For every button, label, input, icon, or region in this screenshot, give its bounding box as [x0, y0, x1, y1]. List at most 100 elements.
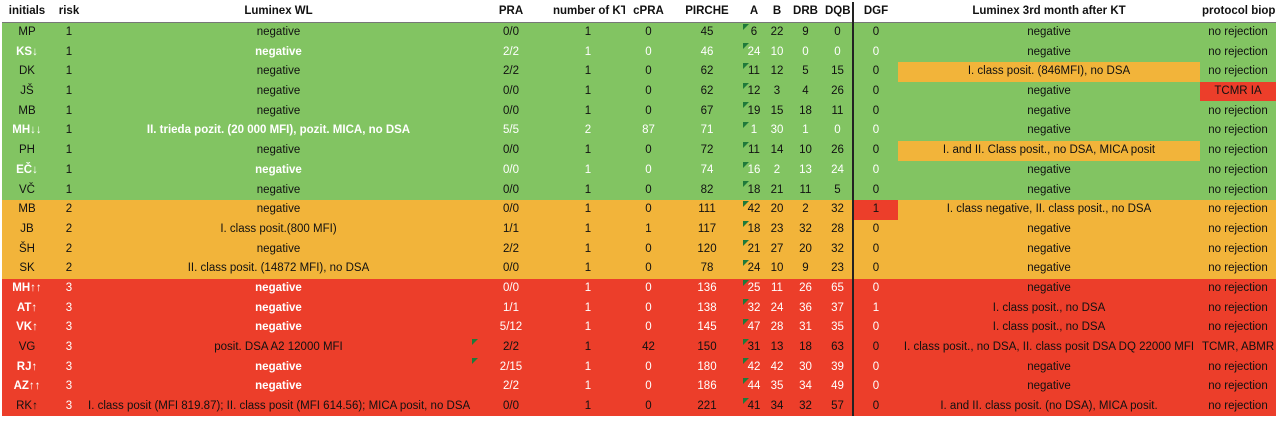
cell-luminex-wl: posit. DSA A2 12000 MFI: [86, 337, 471, 358]
header-luminex-3rd-month: Luminex 3rd month after KT: [898, 2, 1200, 23]
cell-pra: 2/2: [471, 42, 551, 63]
cell-cpra: 0: [625, 396, 672, 417]
cell-pirche: 221: [672, 396, 742, 417]
cell-initials: MH↓↓: [2, 121, 52, 141]
cell-b: 35: [766, 377, 788, 397]
cell-a: 42: [742, 199, 766, 220]
cell-risk: 1: [52, 160, 86, 181]
cell-a: 47: [742, 318, 766, 338]
cell-dqb: 32: [823, 239, 853, 259]
cell-pirche: 186: [672, 377, 742, 397]
table-row: JB 2 I. class posit.(800 MFI) 1/1 1 1 117 18 23 3…: [2, 219, 1276, 240]
cell-pirche: 45: [672, 22, 742, 43]
cell-dgf: 0: [852, 219, 898, 240]
cell-b: 14: [766, 140, 788, 161]
cell-a: 12: [742, 81, 766, 102]
cell-dqb: 28: [823, 219, 853, 240]
cell-dgf: 0: [852, 239, 898, 259]
cell-b: 34: [766, 396, 788, 417]
cell-a: 1: [742, 121, 766, 141]
cell-dqb: 5: [823, 180, 853, 200]
table-row: JŠ 1 negative 0/0 1 0 62 12 3 4 26 0 negative TCMR IA: [2, 81, 1276, 102]
table-row: RK↑ 3 I. class posit (MFI 819.87); II. cla…: [2, 396, 1276, 417]
cell-a: 11: [742, 62, 766, 82]
cell-luminex-3rd-month: negative: [898, 160, 1200, 181]
cell-protocol-biopsy: no rejection: [1200, 357, 1276, 378]
cell-a: 32: [742, 298, 766, 318]
cell-number-of-kt: 1: [551, 357, 625, 378]
cell-cpra: 42: [625, 337, 672, 358]
cell-pra: 0/0: [471, 81, 551, 102]
cell-number-of-kt: 1: [551, 160, 625, 181]
cell-dgf: 0: [852, 396, 898, 417]
cell-a: 19: [742, 101, 766, 122]
cell-cpra: 0: [625, 42, 672, 63]
cell-pirche: 82: [672, 180, 742, 200]
cell-cpra: 0: [625, 239, 672, 259]
header-pra: PRA: [471, 2, 551, 23]
cell-luminex-wl: negative: [86, 42, 471, 63]
cell-cpra: 0: [625, 140, 672, 161]
cell-a: 16: [742, 160, 766, 181]
cell-luminex-wl: negative: [86, 160, 471, 181]
cell-protocol-biopsy: no rejection: [1200, 42, 1276, 63]
cell-pra: 2/2: [471, 62, 551, 82]
table-row: MB 2 negative 0/0 1 0 111 42 20 2 32 1 I. class nega…: [2, 199, 1276, 220]
cell-risk: 3: [52, 396, 86, 417]
cell-a: 31: [742, 337, 766, 358]
cell-dgf: 0: [852, 81, 898, 102]
cell-protocol-biopsy: TCMR, ABMR: [1200, 337, 1276, 358]
cell-pra: 0/0: [471, 101, 551, 122]
cell-risk: 1: [52, 140, 86, 161]
cell-dgf: 0: [852, 258, 898, 279]
cell-luminex-3rd-month: negative: [898, 42, 1200, 63]
cell-b: 22: [766, 22, 788, 43]
cell-cpra: 0: [625, 81, 672, 102]
cell-luminex-3rd-month: I. and II. class posit. (no DSA), MICA p…: [898, 396, 1200, 417]
header-luminex-wl: Luminex WL: [86, 2, 471, 23]
header-b: B: [766, 2, 788, 23]
cell-dqb: 0: [823, 42, 853, 63]
header-number-of-kt: number of KT: [551, 2, 625, 23]
cell-risk: 1: [52, 62, 86, 82]
cell-b: 13: [766, 337, 788, 358]
cell-drb: 5: [788, 62, 823, 82]
cell-risk: 1: [52, 81, 86, 102]
cell-initials: AT↑: [2, 298, 52, 318]
header-risk: risk: [52, 2, 86, 23]
table-row: DK 1 negative 2/2 1 0 62 11 12 5 15 0 I. class posit…: [2, 62, 1276, 82]
cell-risk: 2: [52, 199, 86, 220]
cell-number-of-kt: 1: [551, 81, 625, 102]
cell-b: 27: [766, 239, 788, 259]
cell-pirche: 72: [672, 140, 742, 161]
cell-pirche: 111: [672, 199, 742, 220]
cell-dqb: 26: [823, 140, 853, 161]
cell-b: 3: [766, 81, 788, 102]
cell-a: 44: [742, 377, 766, 397]
cell-b: 10: [766, 42, 788, 63]
cell-luminex-wl: negative: [86, 318, 471, 338]
cell-number-of-kt: 1: [551, 101, 625, 122]
cell-pirche: 180: [672, 357, 742, 378]
cell-a: 24: [742, 258, 766, 279]
cell-dgf: 0: [852, 337, 898, 358]
cell-luminex-3rd-month: negative: [898, 377, 1200, 397]
header-initials: initials: [2, 2, 52, 23]
cell-luminex-wl: negative: [86, 81, 471, 102]
cell-a: 11: [742, 140, 766, 161]
cell-drb: 9: [788, 258, 823, 279]
cell-a: 25: [742, 278, 766, 299]
cell-pra: 0/0: [471, 160, 551, 181]
cell-b: 11: [766, 278, 788, 299]
cell-pra: 5/12: [471, 318, 551, 338]
cell-dgf: 0: [852, 22, 898, 43]
cell-cpra: 0: [625, 377, 672, 397]
cell-risk: 2: [52, 239, 86, 259]
cell-drb: 10: [788, 140, 823, 161]
cell-number-of-kt: 1: [551, 278, 625, 299]
cell-luminex-3rd-month: I. class posit., no DSA, II. class posit…: [898, 337, 1200, 358]
cell-risk: 2: [52, 258, 86, 279]
cell-luminex-wl: negative: [86, 62, 471, 82]
cell-number-of-kt: 1: [551, 337, 625, 358]
